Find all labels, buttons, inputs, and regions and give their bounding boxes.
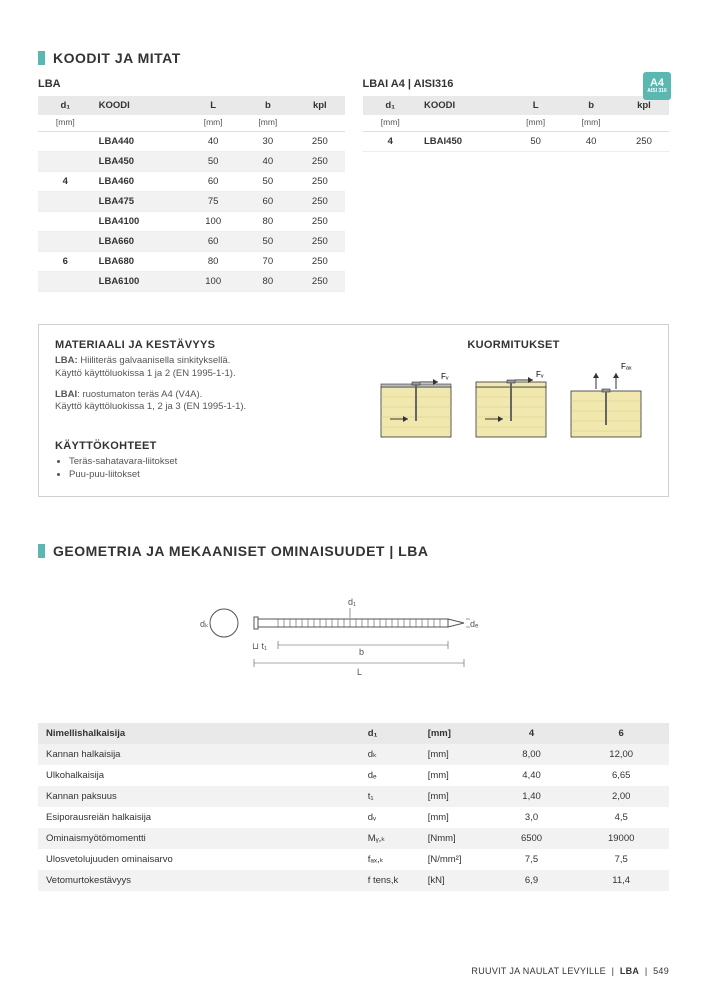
fv-label: Fᵥ — [441, 372, 449, 381]
material-p2: LBAI: ruostumaton teräs A4 (V4A). Käyttö… — [55, 389, 355, 415]
nail-diagram: dₖ d₁ dₑ ⊔ t₁ b — [38, 583, 669, 683]
footer-page: 549 — [653, 966, 669, 976]
page-footer: RUUVIT JA NAULAT LEVYILLE | LBA | 549 — [471, 966, 669, 976]
load-diagrams: Fᵥ Fᵥ — [375, 359, 652, 449]
lbai-table: d₁KOODILbkpl[mm][mm][mm]4LBAI4505040250 — [363, 96, 670, 152]
section-marker — [38, 51, 45, 65]
load-diagram-3: Fₐₓ — [566, 359, 651, 449]
material-p1: LBA: Hiiliteräs galvaanisella sinkitykse… — [55, 355, 355, 381]
fax-label: Fₐₓ — [621, 362, 632, 371]
tables-row: A4 AISI 316 LBA d₁KOODILbkpl[mm][mm][mm]… — [38, 78, 669, 292]
material-heading: MATERIAALI JA KESTÄVYYS — [55, 339, 355, 351]
table-block-lbai: LBAI A4 | AISI316 d₁KOODILbkpl[mm][mm][m… — [363, 78, 670, 152]
footer-category: RUUVIT JA NAULAT LEVYILLE — [471, 966, 606, 976]
info-right: KUORMITUKSET Fᵥ — [375, 339, 652, 482]
badge-bottom: AISI 316 — [647, 89, 666, 94]
info-box: MATERIAALI JA KESTÄVYYS LBA: Hiiliteräs … — [38, 324, 669, 497]
uses-list: Teräs-sahatavara-liitokset Puu-puu-liito… — [55, 456, 355, 480]
use-item: Puu-puu-liitokset — [69, 469, 355, 480]
use-item: Teräs-sahatavara-liitokset — [69, 456, 355, 467]
svg-text:dₖ: dₖ — [200, 619, 209, 629]
svg-text:⊔ t₁: ⊔ t₁ — [252, 641, 267, 651]
svg-text:b: b — [359, 647, 364, 657]
svg-text:d₁: d₁ — [348, 597, 356, 607]
table-caption-lbai: LBAI A4 | AISI316 — [363, 78, 670, 90]
section-marker — [38, 544, 45, 558]
table-block-lba: LBA d₁KOODILbkpl[mm][mm][mm]LBA440403025… — [38, 78, 345, 292]
lba-table: d₁KOODILbkpl[mm][mm][mm]LBA4404030250LBA… — [38, 96, 345, 292]
section-header-geometry: GEOMETRIA JA MEKAANISET OMINAISUUDET | L… — [38, 543, 669, 559]
section-title-geometry: GEOMETRIA JA MEKAANISET OMINAISUUDET | L… — [53, 543, 428, 559]
load-diagram-2: Fᵥ — [471, 359, 556, 449]
footer-code: LBA — [620, 966, 639, 976]
a4-badge: A4 AISI 316 — [643, 72, 671, 100]
section-title-codes: KOODIT JA MITAT — [53, 50, 181, 66]
uses-heading: KÄYTTÖKOHTEET — [55, 440, 355, 452]
props-table: Nimellishalkaisijad₁[mm]46Kannan halkais… — [38, 723, 669, 891]
loads-heading: KUORMITUKSET — [375, 339, 652, 351]
fv-label: Fᵥ — [536, 370, 544, 379]
info-left: MATERIAALI JA KESTÄVYYS LBA: Hiiliteräs … — [55, 339, 355, 482]
svg-text:dₑ: dₑ — [470, 619, 479, 629]
section-header-codes: KOODIT JA MITAT — [38, 50, 669, 66]
table-caption-lba: LBA — [38, 78, 345, 90]
load-diagram-1: Fᵥ — [376, 359, 461, 449]
svg-text:L: L — [357, 667, 362, 677]
